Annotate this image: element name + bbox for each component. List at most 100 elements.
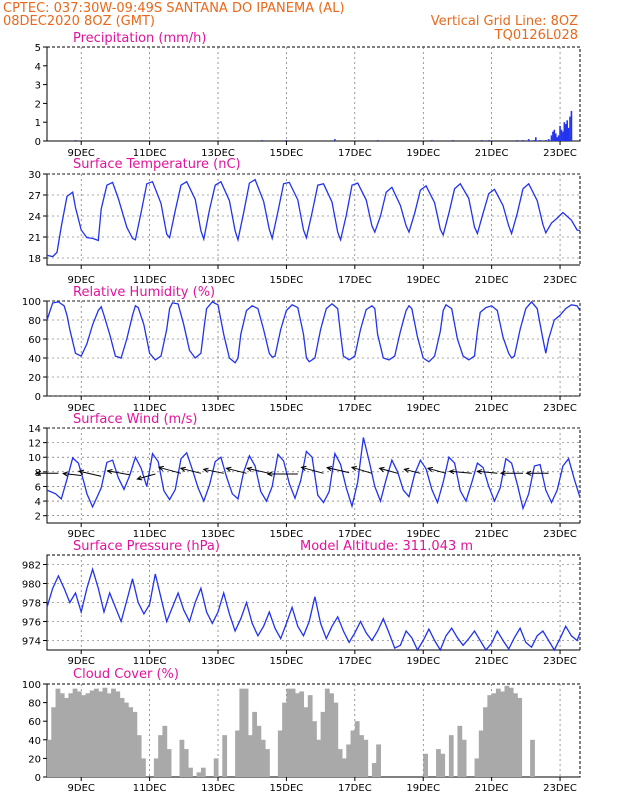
precip-bar [567,127,570,141]
wind-arrow-shaft [63,473,82,476]
x-tick-label: 13DEC [201,529,235,540]
cloud-bar [123,702,129,777]
x-tick-label: 11DEC [133,656,167,667]
cloud-bar [85,693,91,777]
plot-frame [46,427,581,524]
x-tick-label: 21DEC [475,403,509,414]
x-tick-label: 23DEC [543,529,577,540]
precip-bar [74,140,77,141]
cloud-bar [89,690,95,777]
cloud-bar [111,688,116,777]
cloud-bar [324,688,330,777]
precip-bar [487,140,490,141]
x-tick-label: 13DEC [201,148,235,159]
x-tick-label: 17DEC [338,656,372,667]
wind-arrow-head [300,465,307,471]
x-tick-label: 11DEC [133,529,167,540]
cloud-bar [119,697,125,777]
wind-arrow-head [378,466,385,472]
x-tick-label: 21DEC [475,656,509,667]
panel-title: Surface Temperature (nC) [73,157,241,172]
x-tick-label: 9DEC [68,783,95,794]
wind-arrow-shaft [180,467,202,474]
precip-bar [285,140,288,141]
wind-arrow-head [525,470,532,476]
precip-bar [569,116,571,141]
cloud-bar [363,739,369,777]
y-tick-label: 20 [28,754,41,765]
cloud-bar [102,687,108,777]
x-tick-label: 23DEC [543,783,577,794]
wind-arrow-shaft [107,470,130,476]
y-tick-label: 982 [22,561,41,572]
cloud-bar [260,739,266,777]
cloud-bar [474,758,480,777]
cloud-bar [200,767,206,777]
cloud-bar [106,693,112,777]
wind-arrow-head [266,471,273,477]
cloud-bar [256,725,262,777]
cloud-bar [342,758,347,777]
precip-bar [559,125,561,141]
wind-arrow-shaft [351,466,373,474]
panel-4: 974 976 978 980 982 9DEC 11DEC 13DEC 15DEC 17DEC 1… [22,539,581,667]
precip-bar [554,133,557,141]
cloud-bar [320,711,326,777]
cloud-bar [376,744,381,777]
x-tick-label: 9DEC [68,275,95,286]
wind-arrow-shaft [427,467,447,474]
cloud-bar [316,739,322,777]
cloud-bar [354,721,360,777]
x-tick-label: 23DEC [543,275,577,286]
x-tick-label: 11DEC [133,148,167,159]
plot-frame [46,46,581,142]
cloud-bar [307,695,313,777]
wind-arrow-head [350,466,357,472]
x-tick-label: 19DEC [406,656,440,667]
x-tick-label: 21DEC [475,275,509,286]
cloud-bar [158,735,163,777]
precip-bar [553,129,556,141]
wind-arrow-shaft [158,466,182,474]
wind-arrow-head [78,469,85,475]
series-line [46,300,581,364]
cloud-bar [294,693,300,777]
wind-arrow-shaft [301,466,324,474]
cloud-bar [51,707,57,777]
x-tick-label: 11DEC [133,275,167,286]
x-tick-label: 13DEC [201,403,235,414]
precip-bar [480,140,483,141]
y-tick-label: 2 [35,512,41,523]
panel-5: 0 20 40 60 80 100 9DEC 11DEC 13DEC 15DEC 17DEC 19DE… [22,667,581,794]
wind-arrow-head [476,469,483,475]
precip-bar [552,131,554,141]
precip-bar [556,137,558,141]
cloud-bar [59,693,65,777]
y-tick-label: 100 [22,297,41,308]
cloud-bar [132,711,138,777]
x-tick-label: 17DEC [338,148,372,159]
cloud-bar [457,725,463,777]
x-tick-label: 9DEC [68,656,95,667]
cloud-bar [495,688,501,777]
panel-2: 0 20 40 60 80 100 9DEC 11DEC 13DEC 15DEC 17DEC 19DE… [22,285,581,414]
cloud-bar [153,758,159,777]
wind-arrow-head [225,466,232,472]
cloud-bar [440,753,446,777]
cloud-bar [359,735,364,777]
wind-arrow-shaft [79,470,102,477]
header-code: TQ0126L028 [494,28,578,43]
precip-bar [535,137,537,141]
x-tick-label: 21DEC [475,783,509,794]
y-tick-label: 40 [28,736,41,747]
plot-frame [46,173,581,266]
series-line [46,178,581,258]
cloud-bar [478,730,484,777]
cloud-bar [243,688,249,777]
panel-0: 0 1 2 3 4 5 9DEC 11DEC 13DEC 15DEC 17DEC 19DEC 21DEC… [35,31,581,159]
cloud-bar [136,735,142,777]
panel-title: Cloud Cover (%) [73,667,179,682]
precip-bar [261,140,263,141]
panel-title: Precipitation (mm/h) [73,31,206,46]
wind-arrow-head [499,470,506,476]
